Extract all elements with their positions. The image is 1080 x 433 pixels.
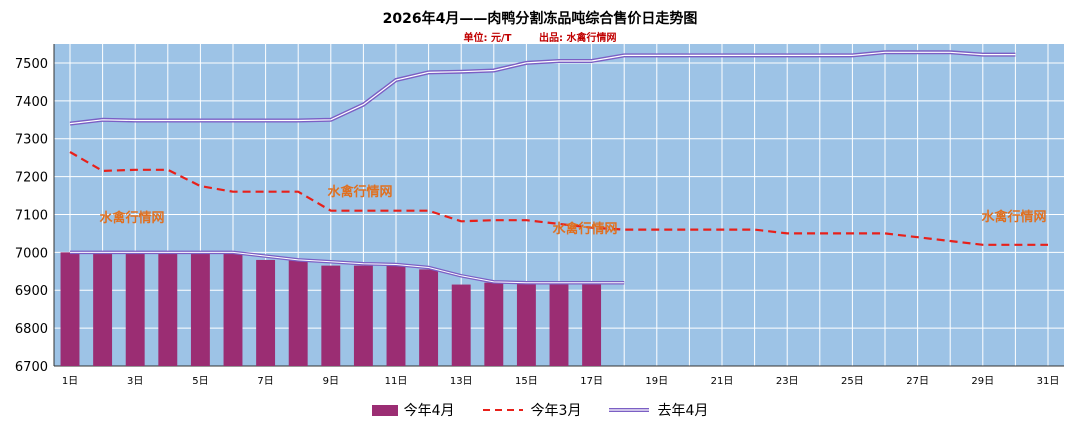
x-tick-label: 13日 xyxy=(450,376,473,387)
source-label: 出品: 水禽行情网 xyxy=(538,33,617,44)
bar xyxy=(158,252,178,366)
watermark-label: 水禽行情网 xyxy=(99,210,164,226)
watermark-label: 水禽行情网 xyxy=(981,209,1046,225)
x-tick-label: 27日 xyxy=(906,376,929,387)
bar xyxy=(256,259,276,366)
bar xyxy=(353,265,373,366)
legend-label-march: 今年3月 xyxy=(530,403,582,419)
legend: 今年4月 今年3月 去年4月 xyxy=(0,400,1080,420)
bar xyxy=(60,252,80,366)
bar xyxy=(321,265,341,366)
watermark-label: 水禽行情网 xyxy=(327,184,392,200)
x-tick-label: 7日 xyxy=(257,376,273,387)
tail-line-inner xyxy=(70,251,625,284)
x-tick-label: 5日 xyxy=(192,376,208,387)
bar xyxy=(451,284,471,366)
x-tick-label: 3日 xyxy=(127,376,143,387)
bar xyxy=(93,252,113,366)
legend-label-april: 今年4月 xyxy=(403,403,455,419)
y-tick-label: 6900 xyxy=(15,284,48,299)
bar xyxy=(288,259,308,366)
y-tick-label: 7300 xyxy=(15,133,48,148)
x-tick-label: 15日 xyxy=(515,376,538,387)
x-tick-label: 17日 xyxy=(580,376,603,387)
legend-item-lastyear: 去年4月 xyxy=(607,400,708,420)
watermark-label: 水禽行情网 xyxy=(552,221,617,237)
legend-item-march: 今年3月 xyxy=(481,400,582,420)
x-tick-label: 29日 xyxy=(971,376,994,387)
y-tick-label: 7400 xyxy=(15,95,48,110)
x-tick-label: 21日 xyxy=(711,376,734,387)
bar xyxy=(516,282,536,366)
legend-swatch-double xyxy=(609,408,650,412)
legend-label-lastyear: 去年4月 xyxy=(657,403,709,419)
y-tick-label: 7100 xyxy=(15,208,48,223)
x-tick-label: 1日 xyxy=(62,376,78,387)
bar xyxy=(484,282,504,366)
legend-item-april: 今年4月 xyxy=(371,400,455,420)
y-tick-label: 7000 xyxy=(15,246,48,261)
y-tick-label: 7200 xyxy=(15,171,48,186)
series-line-march xyxy=(69,151,1048,246)
chart-title: 2026年4月——肉鸭分割冻品吨综合售价日走势图 xyxy=(382,11,698,27)
bar xyxy=(386,265,406,366)
bar xyxy=(223,252,243,366)
y-tick-label: 6700 xyxy=(15,360,48,375)
bar xyxy=(582,282,602,366)
bar xyxy=(419,269,439,366)
bar xyxy=(125,252,145,366)
y-tick-label: 7500 xyxy=(15,57,48,72)
legend-swatch-dashed xyxy=(482,409,523,411)
legend-swatch-bar xyxy=(371,404,398,416)
x-tick-label: 9日 xyxy=(323,376,339,387)
bar xyxy=(549,282,569,366)
series-line-lastyear-inner xyxy=(69,51,1016,125)
chart-subtitle: 单位: 元/T 出品: 水禽行情网 xyxy=(0,29,1080,44)
x-tick-label: 19日 xyxy=(645,376,668,387)
x-tick-label: 25日 xyxy=(841,376,864,387)
unit-label: 单位: 元/T xyxy=(463,33,512,44)
x-tick-label: 11日 xyxy=(385,376,408,387)
y-tick-label: 6800 xyxy=(15,322,48,337)
x-tick-label: 31日 xyxy=(1037,376,1060,387)
bar xyxy=(190,252,210,366)
x-tick-label: 23日 xyxy=(776,376,799,387)
